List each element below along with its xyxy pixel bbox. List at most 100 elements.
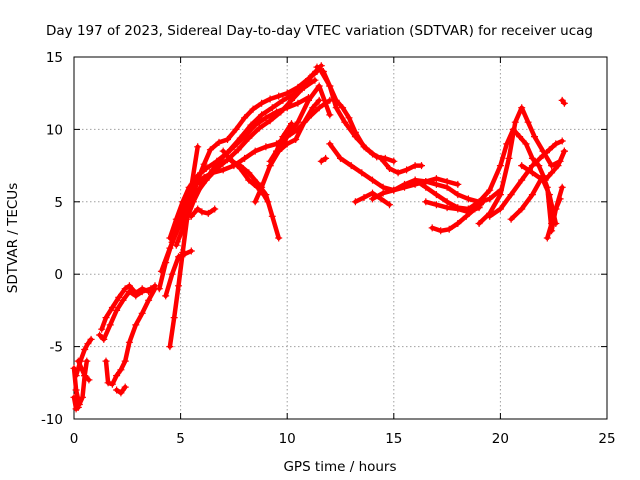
data-point [294, 99, 302, 107]
data-point [157, 267, 165, 275]
data-point [390, 186, 398, 194]
x-tick-label: 10 [279, 431, 296, 447]
data-point [283, 89, 291, 97]
data-point [332, 104, 340, 112]
data-point [528, 191, 536, 199]
data-point [266, 117, 274, 125]
data-point [138, 309, 146, 317]
x-tick-label: 25 [598, 431, 615, 447]
data-point [194, 205, 202, 213]
data-point [305, 114, 312, 122]
series-line [319, 69, 424, 176]
series-arc-r [226, 154, 272, 206]
data-point [428, 224, 436, 232]
series-arc-x [317, 154, 330, 165]
data-point [292, 136, 300, 143]
data-point [200, 160, 208, 168]
data-point [72, 386, 80, 394]
series-arc-dd [428, 198, 487, 235]
data-point [326, 82, 334, 90]
data-point [351, 198, 359, 206]
data-point [241, 114, 249, 122]
data-point [224, 136, 231, 143]
y-tick-label: 10 [46, 122, 63, 138]
data-point [145, 296, 153, 304]
data-point [486, 186, 494, 194]
chart-title: Day 197 of 2023, Sidereal Day-to-day VTE… [46, 23, 593, 39]
data-point [386, 165, 393, 172]
data-point [315, 82, 323, 90]
data-point [275, 234, 283, 242]
data-point [175, 282, 182, 290]
data-point [337, 154, 344, 162]
data-point [102, 314, 110, 322]
data-point [294, 125, 302, 133]
data-point [360, 194, 368, 201]
series-line [476, 105, 567, 226]
data-point [403, 166, 411, 174]
data-point [486, 212, 494, 220]
data-point [545, 146, 553, 154]
data-point [251, 198, 259, 206]
data-point [326, 140, 334, 148]
data-point [104, 379, 112, 387]
data-point [437, 227, 445, 235]
data-point [162, 292, 170, 300]
data-point [360, 143, 368, 151]
data-point [262, 143, 270, 151]
data-point [288, 120, 295, 128]
data-point [74, 357, 82, 365]
data-point [245, 169, 253, 177]
data-point [113, 372, 121, 380]
data-point [245, 134, 253, 142]
data-point [132, 321, 140, 329]
plot-frame [73, 56, 608, 420]
data-point [108, 304, 116, 311]
data-point [81, 346, 89, 353]
data-point [236, 165, 244, 172]
data-point [528, 169, 536, 177]
data-point [503, 140, 511, 148]
data-point [475, 198, 483, 206]
x-tick-label: 20 [492, 431, 509, 447]
data-point [377, 154, 385, 162]
data-point [332, 96, 340, 104]
y-tick-labels: -10 -5 0 5 10 15 [41, 50, 63, 428]
data-point [507, 191, 515, 199]
data-point [241, 154, 249, 162]
data-point [432, 201, 440, 209]
x-tick-label: 0 [70, 431, 79, 447]
data-point [168, 270, 176, 278]
series-arc-u [266, 120, 295, 165]
data-point [273, 147, 280, 155]
series-arc-d [74, 357, 93, 384]
series-arc-kk [543, 195, 564, 242]
data-point [262, 114, 270, 122]
data-point [545, 191, 553, 199]
data-point [531, 133, 538, 141]
data-point [475, 220, 483, 227]
data-point [552, 205, 560, 213]
series-arc-o [166, 143, 202, 351]
y-tick-label: -10 [41, 412, 63, 428]
data-point [155, 285, 163, 293]
data-point [552, 140, 560, 148]
x-tick-label: 15 [385, 431, 402, 447]
data-point [345, 114, 353, 122]
data-point [369, 150, 376, 158]
data-point [96, 331, 104, 339]
data-point [81, 372, 89, 380]
data-point [219, 166, 227, 174]
data-point [125, 338, 133, 346]
y-axis-label: SDTVAR / TECUs [5, 183, 21, 293]
series-arc-gg [486, 137, 566, 220]
data-point [198, 180, 206, 188]
data-point [516, 133, 524, 141]
data-point [187, 212, 195, 220]
data-point [266, 95, 274, 103]
data-point [518, 162, 526, 170]
data-point [115, 293, 123, 301]
data-point [358, 169, 366, 177]
data-point [548, 162, 556, 170]
data-point [418, 162, 425, 170]
